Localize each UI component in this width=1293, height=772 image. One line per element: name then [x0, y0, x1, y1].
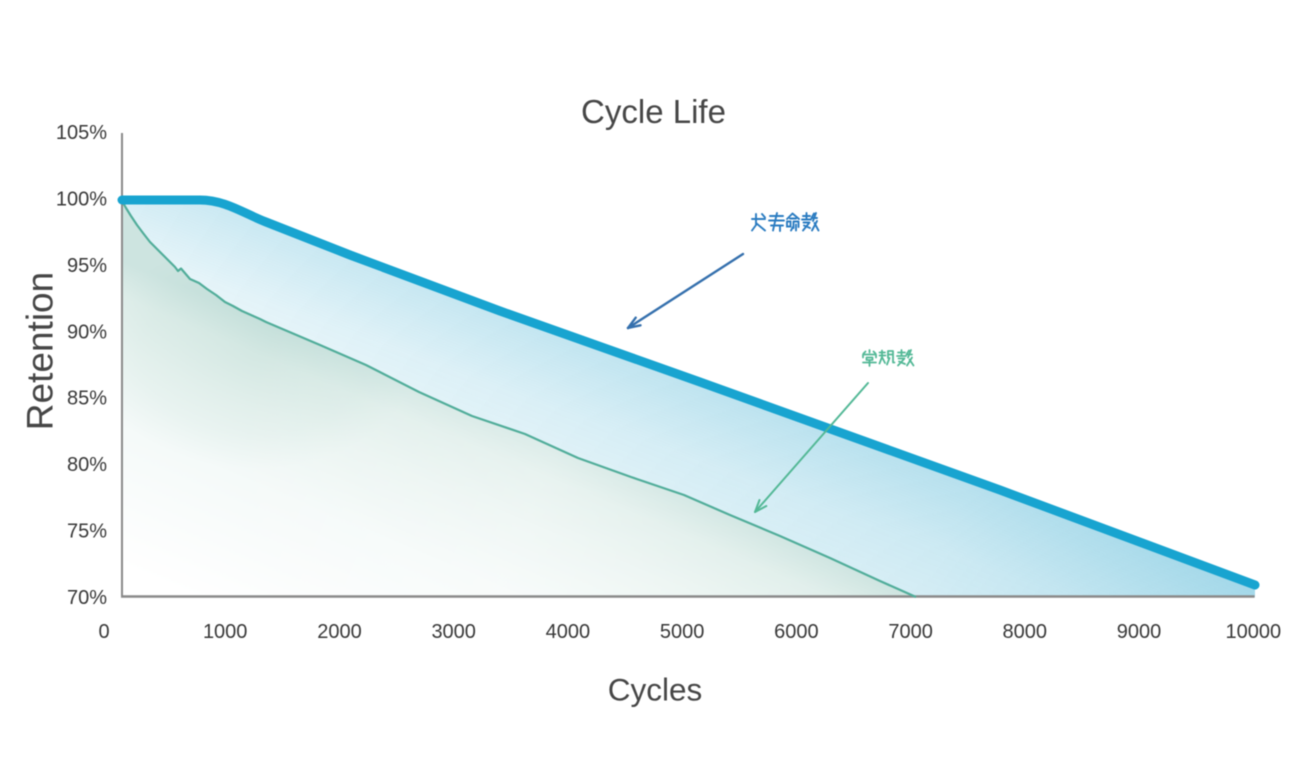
svg-text:80%: 80% [67, 454, 107, 476]
svg-text:0: 0 [98, 621, 109, 643]
svg-text:10000: 10000 [1225, 621, 1281, 643]
svg-text:4000: 4000 [546, 621, 591, 643]
svg-text:6000: 6000 [774, 621, 819, 643]
svg-text:105%: 105% [56, 122, 107, 144]
svg-text:9000: 9000 [1117, 621, 1162, 643]
svg-text:8000: 8000 [1003, 621, 1048, 643]
svg-text:85%: 85% [67, 388, 107, 410]
svg-text:75%: 75% [67, 521, 107, 543]
svg-text:Retention: Retention [20, 272, 61, 430]
svg-text:100%: 100% [56, 188, 107, 210]
svg-text:7000: 7000 [888, 621, 933, 643]
svg-text:5000: 5000 [660, 621, 705, 643]
svg-text:3000: 3000 [431, 621, 476, 643]
svg-text:70%: 70% [67, 587, 107, 609]
svg-text:90%: 90% [67, 321, 107, 343]
svg-text:Cycles: Cycles [608, 672, 703, 708]
svg-text:2000: 2000 [317, 621, 362, 643]
svg-text:Cycle Life: Cycle Life [581, 93, 726, 130]
svg-text:95%: 95% [67, 255, 107, 277]
svg-text:1000: 1000 [203, 621, 248, 643]
